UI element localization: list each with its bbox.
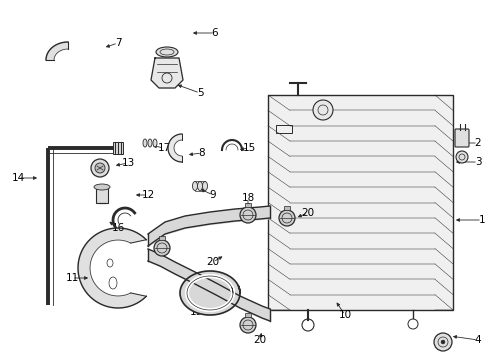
Text: 18: 18 — [241, 193, 254, 203]
Text: 20: 20 — [206, 257, 219, 267]
Text: 13: 13 — [121, 158, 134, 168]
Ellipse shape — [107, 259, 113, 267]
Text: 19: 19 — [189, 307, 202, 317]
Circle shape — [455, 151, 467, 163]
Bar — [113, 142, 123, 154]
Text: 7: 7 — [115, 38, 121, 48]
Bar — [96, 187, 108, 203]
Bar — [267, 95, 452, 310]
Text: 20: 20 — [253, 335, 266, 345]
Circle shape — [312, 100, 332, 120]
Text: 14: 14 — [11, 173, 24, 183]
Bar — [275, 125, 291, 133]
Circle shape — [154, 240, 170, 256]
Polygon shape — [46, 42, 68, 60]
Bar — [244, 313, 250, 317]
Bar — [284, 206, 289, 210]
Text: 12: 12 — [141, 190, 154, 200]
Text: 1: 1 — [478, 215, 484, 225]
Text: 15: 15 — [242, 143, 255, 153]
Circle shape — [91, 159, 109, 177]
Polygon shape — [151, 58, 183, 88]
Polygon shape — [78, 228, 146, 308]
Ellipse shape — [94, 184, 110, 190]
Polygon shape — [180, 271, 240, 315]
Text: 17: 17 — [157, 143, 170, 153]
Ellipse shape — [202, 181, 207, 190]
Circle shape — [240, 317, 256, 333]
Text: 4: 4 — [474, 335, 480, 345]
Polygon shape — [168, 134, 182, 162]
Ellipse shape — [142, 139, 147, 147]
Text: 8: 8 — [198, 148, 205, 158]
Bar — [159, 236, 164, 240]
Text: 2: 2 — [474, 138, 480, 148]
Text: 10: 10 — [338, 310, 351, 320]
Ellipse shape — [197, 181, 202, 190]
Circle shape — [433, 333, 451, 351]
Text: 20: 20 — [301, 208, 314, 218]
Circle shape — [440, 340, 444, 344]
Ellipse shape — [148, 139, 152, 147]
Text: 11: 11 — [65, 273, 79, 283]
FancyBboxPatch shape — [454, 129, 468, 147]
Ellipse shape — [192, 181, 197, 190]
Ellipse shape — [156, 47, 178, 57]
Bar — [244, 203, 250, 207]
Ellipse shape — [109, 277, 117, 289]
Text: 3: 3 — [474, 157, 480, 167]
Text: 9: 9 — [209, 190, 216, 200]
Text: 16: 16 — [111, 223, 124, 233]
Ellipse shape — [153, 139, 157, 147]
Text: 6: 6 — [211, 28, 218, 38]
Text: 5: 5 — [196, 88, 203, 98]
Circle shape — [279, 210, 294, 226]
Circle shape — [95, 163, 105, 173]
Circle shape — [240, 207, 256, 223]
